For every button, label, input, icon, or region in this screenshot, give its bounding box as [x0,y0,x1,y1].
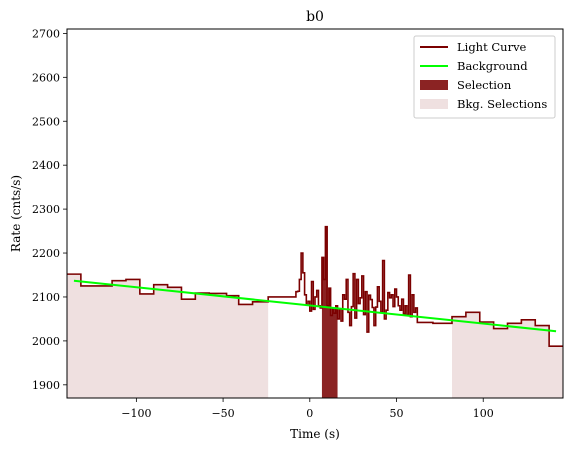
x-tick-label-100: 100 [473,407,494,420]
legend-background-label: Background [457,59,528,73]
x-tick-label-0: 0 [306,407,313,420]
chart-title: b0 [306,9,324,25]
axis-ticks: −100 −50 0 50 100 1900 2000 2100 2200 2300 2400 250… [32,27,494,420]
legend-light-curve-label: Light Curve [457,40,527,54]
y-tick-label-2200: 2200 [32,247,60,260]
y-tick-label-2100: 2100 [32,291,60,304]
legend-box [413,35,556,119]
bkg-selection-region-1 [67,274,269,398]
x-tick-label--50: −50 [211,407,234,420]
legend-bkg-selections-label: Bkg. Selections [457,97,547,111]
bkg-selection-region-2 [452,312,563,398]
y-tick-label-2400: 2400 [32,159,60,172]
legend-selection-swatch [420,80,448,90]
plot-content [67,225,563,398]
light-curve-line [67,225,563,347]
y-tick-label-2700: 2700 [32,27,60,40]
legend-selection-label: Selection [457,78,512,92]
legend-bkg-selections-swatch [420,99,448,109]
x-tick-label--100: −100 [121,407,151,420]
y-axis-label: Rate (cnts/s) [9,175,23,252]
legend: Light Curve Background Selection Bkg. Se… [413,35,556,119]
y-tick-label-2500: 2500 [32,115,60,128]
axes-frame [66,28,564,399]
y-tick-label-2300: 2300 [32,203,60,216]
y-tick-label-2000: 2000 [32,335,60,348]
background-fit-line [73,279,557,333]
x-tick-label-50: 50 [390,407,404,420]
y-tick-label-1900: 1900 [32,379,60,392]
x-axis-label: Time (s) [290,427,340,441]
plot-area [67,225,563,398]
y-tick-label-2600: 2600 [32,71,60,84]
